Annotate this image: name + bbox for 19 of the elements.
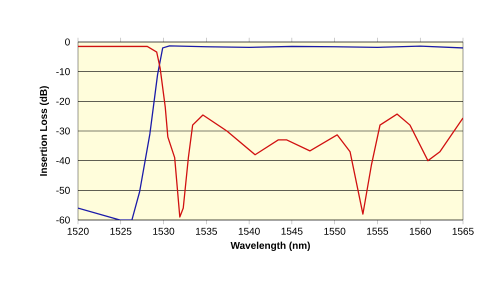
- x-tick-label: 1540: [238, 228, 260, 235]
- x-tick-label: 1560: [410, 228, 431, 235]
- y-tick-label: -60: [56, 216, 70, 224]
- x-tick-label: 1555: [367, 228, 388, 235]
- x-tick-label: 1530: [153, 228, 174, 235]
- x-tick-label: 1545: [282, 228, 303, 235]
- y-tick-label: -40: [56, 157, 70, 164]
- x-axis-title: Wavelength (nm): [230, 242, 310, 251]
- x-tick-label: 1565: [452, 228, 474, 235]
- x-tick-label: 1520: [68, 228, 89, 235]
- y-tick-label: -10: [56, 68, 70, 76]
- y-tick-label: 0: [65, 38, 70, 46]
- x-tick-label: 1525: [110, 228, 132, 235]
- x-tick-label: 1550: [324, 228, 346, 235]
- y-tick-label: -50: [56, 186, 70, 194]
- x-tick-label: 1535: [196, 228, 217, 235]
- y-tick-label: -30: [56, 127, 70, 135]
- y-axis-title: Insertion Loss (dB): [40, 86, 49, 176]
- y-tick-label: -20: [56, 98, 70, 105]
